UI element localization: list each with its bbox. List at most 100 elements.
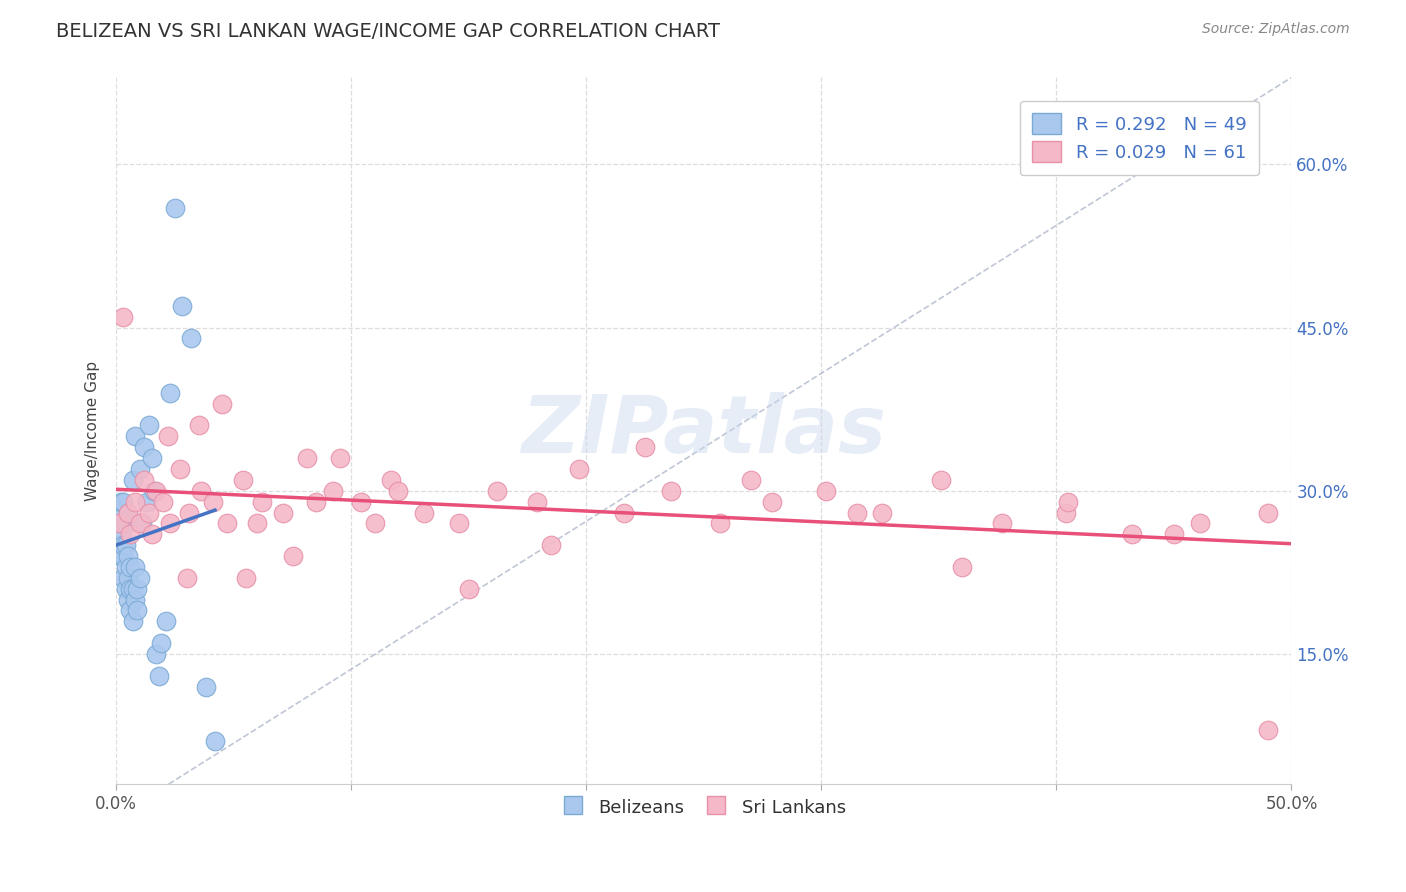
Point	[613, 506, 636, 520]
Point	[128, 516, 150, 531]
Point	[305, 494, 328, 508]
Point	[134, 440, 156, 454]
Point	[991, 516, 1014, 531]
Point	[235, 571, 257, 585]
Text: BELIZEAN VS SRI LANKAN WAGE/INCOME GAP CORRELATION CHART: BELIZEAN VS SRI LANKAN WAGE/INCOME GAP C…	[56, 22, 720, 41]
Point	[128, 571, 150, 585]
Point	[141, 527, 163, 541]
Point	[112, 549, 135, 563]
Point	[457, 582, 479, 596]
Point	[124, 429, 146, 443]
Point	[152, 494, 174, 508]
Point	[194, 680, 217, 694]
Point	[112, 571, 135, 585]
Point	[364, 516, 387, 531]
Point	[211, 397, 233, 411]
Point	[172, 299, 194, 313]
Point	[124, 560, 146, 574]
Point	[180, 331, 202, 345]
Point	[740, 473, 762, 487]
Point	[110, 494, 132, 508]
Point	[124, 592, 146, 607]
Point	[142, 483, 165, 498]
Point	[232, 473, 254, 487]
Point	[329, 451, 352, 466]
Point	[156, 429, 179, 443]
Legend: Belizeans, Sri Lankans: Belizeans, Sri Lankans	[554, 789, 853, 825]
Point	[107, 516, 129, 531]
Point	[159, 516, 181, 531]
Point	[138, 506, 160, 520]
Point	[1257, 723, 1279, 737]
Point	[145, 647, 167, 661]
Point	[148, 668, 170, 682]
Point	[117, 549, 139, 563]
Point	[201, 494, 224, 508]
Point	[107, 506, 129, 520]
Point	[929, 473, 952, 487]
Point	[413, 506, 436, 520]
Point	[159, 385, 181, 400]
Point	[281, 549, 304, 563]
Point	[950, 560, 973, 574]
Point	[215, 516, 238, 531]
Point	[872, 506, 894, 520]
Text: Source: ZipAtlas.com: Source: ZipAtlas.com	[1202, 22, 1350, 37]
Point	[1188, 516, 1211, 531]
Point	[107, 516, 129, 531]
Point	[145, 483, 167, 498]
Point	[117, 506, 139, 520]
Point	[112, 516, 135, 531]
Point	[112, 310, 135, 324]
Point	[121, 614, 143, 628]
Point	[117, 506, 139, 520]
Point	[295, 451, 318, 466]
Point	[135, 494, 157, 508]
Point	[138, 418, 160, 433]
Point	[155, 614, 177, 628]
Point	[120, 603, 142, 617]
Point	[110, 516, 132, 531]
Point	[1121, 527, 1143, 541]
Point	[131, 516, 153, 531]
Point	[815, 483, 838, 498]
Point	[107, 538, 129, 552]
Point	[761, 494, 783, 508]
Point	[124, 494, 146, 508]
Point	[179, 506, 201, 520]
Point	[110, 527, 132, 541]
Point	[114, 538, 136, 552]
Point	[169, 462, 191, 476]
Point	[114, 582, 136, 596]
Point	[659, 483, 682, 498]
Point	[526, 494, 548, 508]
Text: ZIPatlas: ZIPatlas	[522, 392, 886, 470]
Point	[120, 582, 142, 596]
Point	[634, 440, 657, 454]
Point	[350, 494, 373, 508]
Point	[709, 516, 731, 531]
Point	[120, 527, 142, 541]
Point	[190, 483, 212, 498]
Point	[134, 473, 156, 487]
Point	[163, 201, 186, 215]
Point	[176, 571, 198, 585]
Point	[271, 506, 294, 520]
Point	[204, 734, 226, 748]
Point	[128, 462, 150, 476]
Point	[127, 582, 149, 596]
Point	[1163, 527, 1185, 541]
Point	[568, 462, 591, 476]
Point	[246, 516, 269, 531]
Point	[149, 636, 172, 650]
Point	[387, 483, 409, 498]
Point	[1257, 506, 1279, 520]
Point	[321, 483, 343, 498]
Point	[110, 549, 132, 563]
Point	[250, 494, 273, 508]
Point	[114, 560, 136, 574]
Point	[121, 473, 143, 487]
Point	[486, 483, 509, 498]
Point	[120, 560, 142, 574]
Point	[187, 418, 209, 433]
